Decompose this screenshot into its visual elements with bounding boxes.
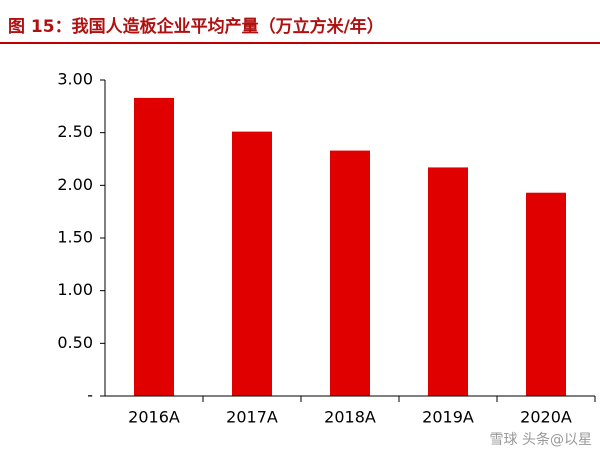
x-tick-label: 2020A: [520, 408, 572, 427]
bar: [134, 97, 174, 396]
y-tick-label: -: [87, 386, 93, 405]
watermark: 雪球 头条@以星: [490, 431, 592, 448]
y-tick-label: 1.50: [57, 228, 93, 247]
y-tick-label: 2.00: [57, 175, 93, 194]
y-tick-label: 0.50: [57, 333, 93, 352]
y-tick-label: 2.50: [57, 122, 93, 141]
y-tick-label: 1.00: [57, 280, 93, 299]
x-tick-label: 2016A: [128, 408, 180, 427]
bar: [330, 150, 370, 396]
bar: [428, 167, 468, 396]
x-tick-label: 2018A: [324, 408, 376, 427]
x-tick-label: 2017A: [226, 408, 278, 427]
y-tick-label: 3.00: [57, 70, 93, 89]
bar: [526, 192, 566, 396]
bar: [232, 131, 272, 396]
x-tick-label: 2019A: [422, 408, 474, 427]
chart-title: 图 15：我国人造板企业平均产量（万立方米/年）: [8, 16, 384, 37]
